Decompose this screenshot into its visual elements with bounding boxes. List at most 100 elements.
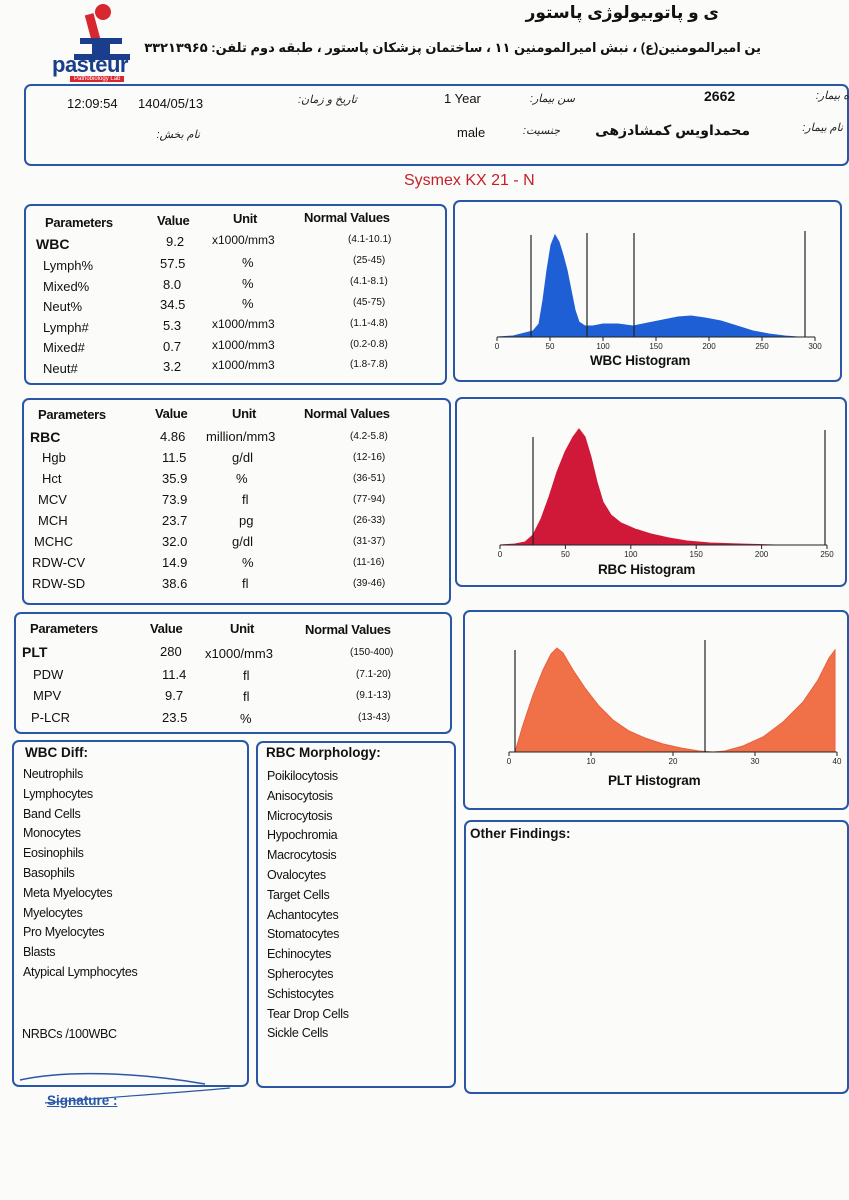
param-normal: (9.1-13): [356, 690, 392, 701]
param-value: 280: [160, 644, 182, 659]
nrbc-label: NRBCs /100WBC: [22, 1027, 117, 1041]
param-unit: x1000/mm3: [212, 358, 275, 372]
rbc-morphology-box: [256, 741, 456, 1088]
list-item: Sickle Cells: [267, 1026, 328, 1041]
header-unit: Unit: [230, 621, 255, 636]
tick-label: 30: [751, 757, 760, 766]
param-name: Mixed#: [43, 340, 85, 355]
header-parameters: Parameters: [30, 621, 98, 636]
param-normal: (0.2-0.8): [350, 339, 388, 350]
list-item: Meta Myelocytes: [23, 885, 113, 900]
param-unit: %: [236, 471, 248, 486]
rbc-histogram: 0 50 100 150 200 250: [498, 428, 834, 559]
wbc-histogram-title: WBC Histogram: [590, 353, 691, 368]
tick-label: 50: [546, 342, 555, 351]
param-normal: (4.1-8.1): [350, 276, 388, 287]
tick-label: 150: [649, 342, 663, 351]
list-item: Spherocytes: [267, 966, 334, 981]
param-value: 9.7: [165, 688, 184, 703]
plt-histogram: 0 10 20 30 40: [507, 640, 842, 766]
param-unit: fl: [243, 668, 250, 683]
rbc-histogram-curve: [499, 428, 825, 546]
rbc-morphology-list: Poikilocytosis Anisocytosis Microcytosis…: [267, 767, 452, 1044]
tick-label: 150: [690, 550, 704, 559]
plt-histogram-curve: [514, 647, 836, 753]
param-unit: fl: [242, 492, 249, 507]
param-value: 73.9: [162, 492, 188, 507]
param-name: Mixed%: [43, 279, 90, 294]
wbc-histogram-curve: [496, 233, 799, 338]
param-value: 0.7: [163, 339, 182, 354]
param-unit: %: [240, 711, 252, 726]
patient-sex: male: [457, 125, 486, 140]
param-unit: %: [242, 555, 254, 570]
tick-label: 250: [820, 550, 834, 559]
header-normal: Normal Values: [305, 622, 391, 637]
header-value: Value: [155, 406, 188, 421]
param-unit: x1000/mm3: [212, 338, 275, 352]
tick-label: 0: [507, 757, 512, 766]
rbc-table-box: [22, 398, 451, 605]
param-unit: %: [242, 276, 254, 291]
list-item: Poikilocytosis: [267, 769, 338, 783]
param-value: 34.5: [160, 297, 186, 312]
list-item: Neutrophils: [23, 767, 83, 781]
report-date: 1404/05/13: [138, 96, 204, 111]
tick-label: 100: [624, 550, 638, 559]
param-name: RDW-SD: [32, 576, 86, 591]
header-parameters: Parameters: [38, 407, 106, 422]
tick-label: 200: [755, 550, 769, 559]
wbc-histogram-box: [453, 200, 842, 382]
param-name: Hct: [42, 471, 62, 486]
param-value: 23.7: [162, 513, 188, 528]
list-item: Basophils: [23, 865, 75, 880]
param-normal: (1.1-4.8): [350, 318, 388, 329]
wbc-diff-title: WBC Diff:: [25, 745, 88, 760]
param-normal: (26-33): [353, 515, 386, 526]
tick-label: 40: [833, 757, 842, 766]
tick-label: 200: [702, 342, 716, 351]
plt-histogram-title: PLT Histogram: [608, 773, 701, 788]
tick-label: 50: [561, 550, 570, 559]
param-unit: g/dl: [232, 450, 253, 465]
param-name: P-LCR: [31, 710, 71, 725]
list-item: Hypochromia: [267, 828, 338, 843]
param-value: 9.2: [166, 234, 185, 249]
param-name: Lymph%: [43, 258, 94, 273]
list-item: Monocytes: [23, 826, 81, 841]
header-unit: Unit: [232, 406, 257, 421]
header-unit: Unit: [233, 211, 258, 226]
wbc-histogram: 0 50 100 150 200 250 300: [495, 231, 822, 351]
patient-id-label: ه بیمار:: [815, 90, 849, 102]
param-value: 32.0: [162, 534, 188, 549]
other-findings-box: [464, 820, 849, 1094]
tick-label: 250: [755, 342, 769, 351]
param-value: 38.6: [162, 576, 188, 591]
param-normal: (36-51): [353, 473, 386, 484]
microscope-icon: [74, 4, 130, 60]
param-name: PLT: [22, 644, 48, 660]
param-normal: (4.2-5.8): [350, 431, 388, 442]
ward-label: نام بخش:: [156, 129, 200, 141]
param-unit: x1000/mm3: [205, 646, 273, 661]
param-value: 8.0: [163, 277, 182, 292]
signature-label: Signature :: [47, 1093, 118, 1108]
list-item: Stomatocytes: [267, 927, 340, 942]
param-value: 4.86: [160, 429, 186, 444]
tick-label: 0: [495, 342, 500, 351]
param-unit: x1000/mm3: [212, 233, 275, 247]
param-value: 14.9: [162, 555, 188, 570]
header-value: Value: [150, 621, 183, 636]
sex-label: جنسیت:: [522, 125, 560, 137]
header-parameters: Parameters: [45, 215, 113, 230]
param-normal: (25-45): [353, 255, 386, 266]
list-item: Blasts: [23, 945, 56, 960]
param-name: Neut%: [43, 299, 83, 314]
param-unit: million/mm3: [206, 429, 276, 444]
param-unit: fl: [242, 576, 249, 591]
param-name: Neut#: [43, 361, 78, 376]
patient-id: 2662: [704, 88, 736, 104]
list-item: Echinocytes: [267, 947, 332, 962]
param-unit: pg: [239, 513, 254, 528]
list-item: Eosinophils: [23, 846, 84, 861]
